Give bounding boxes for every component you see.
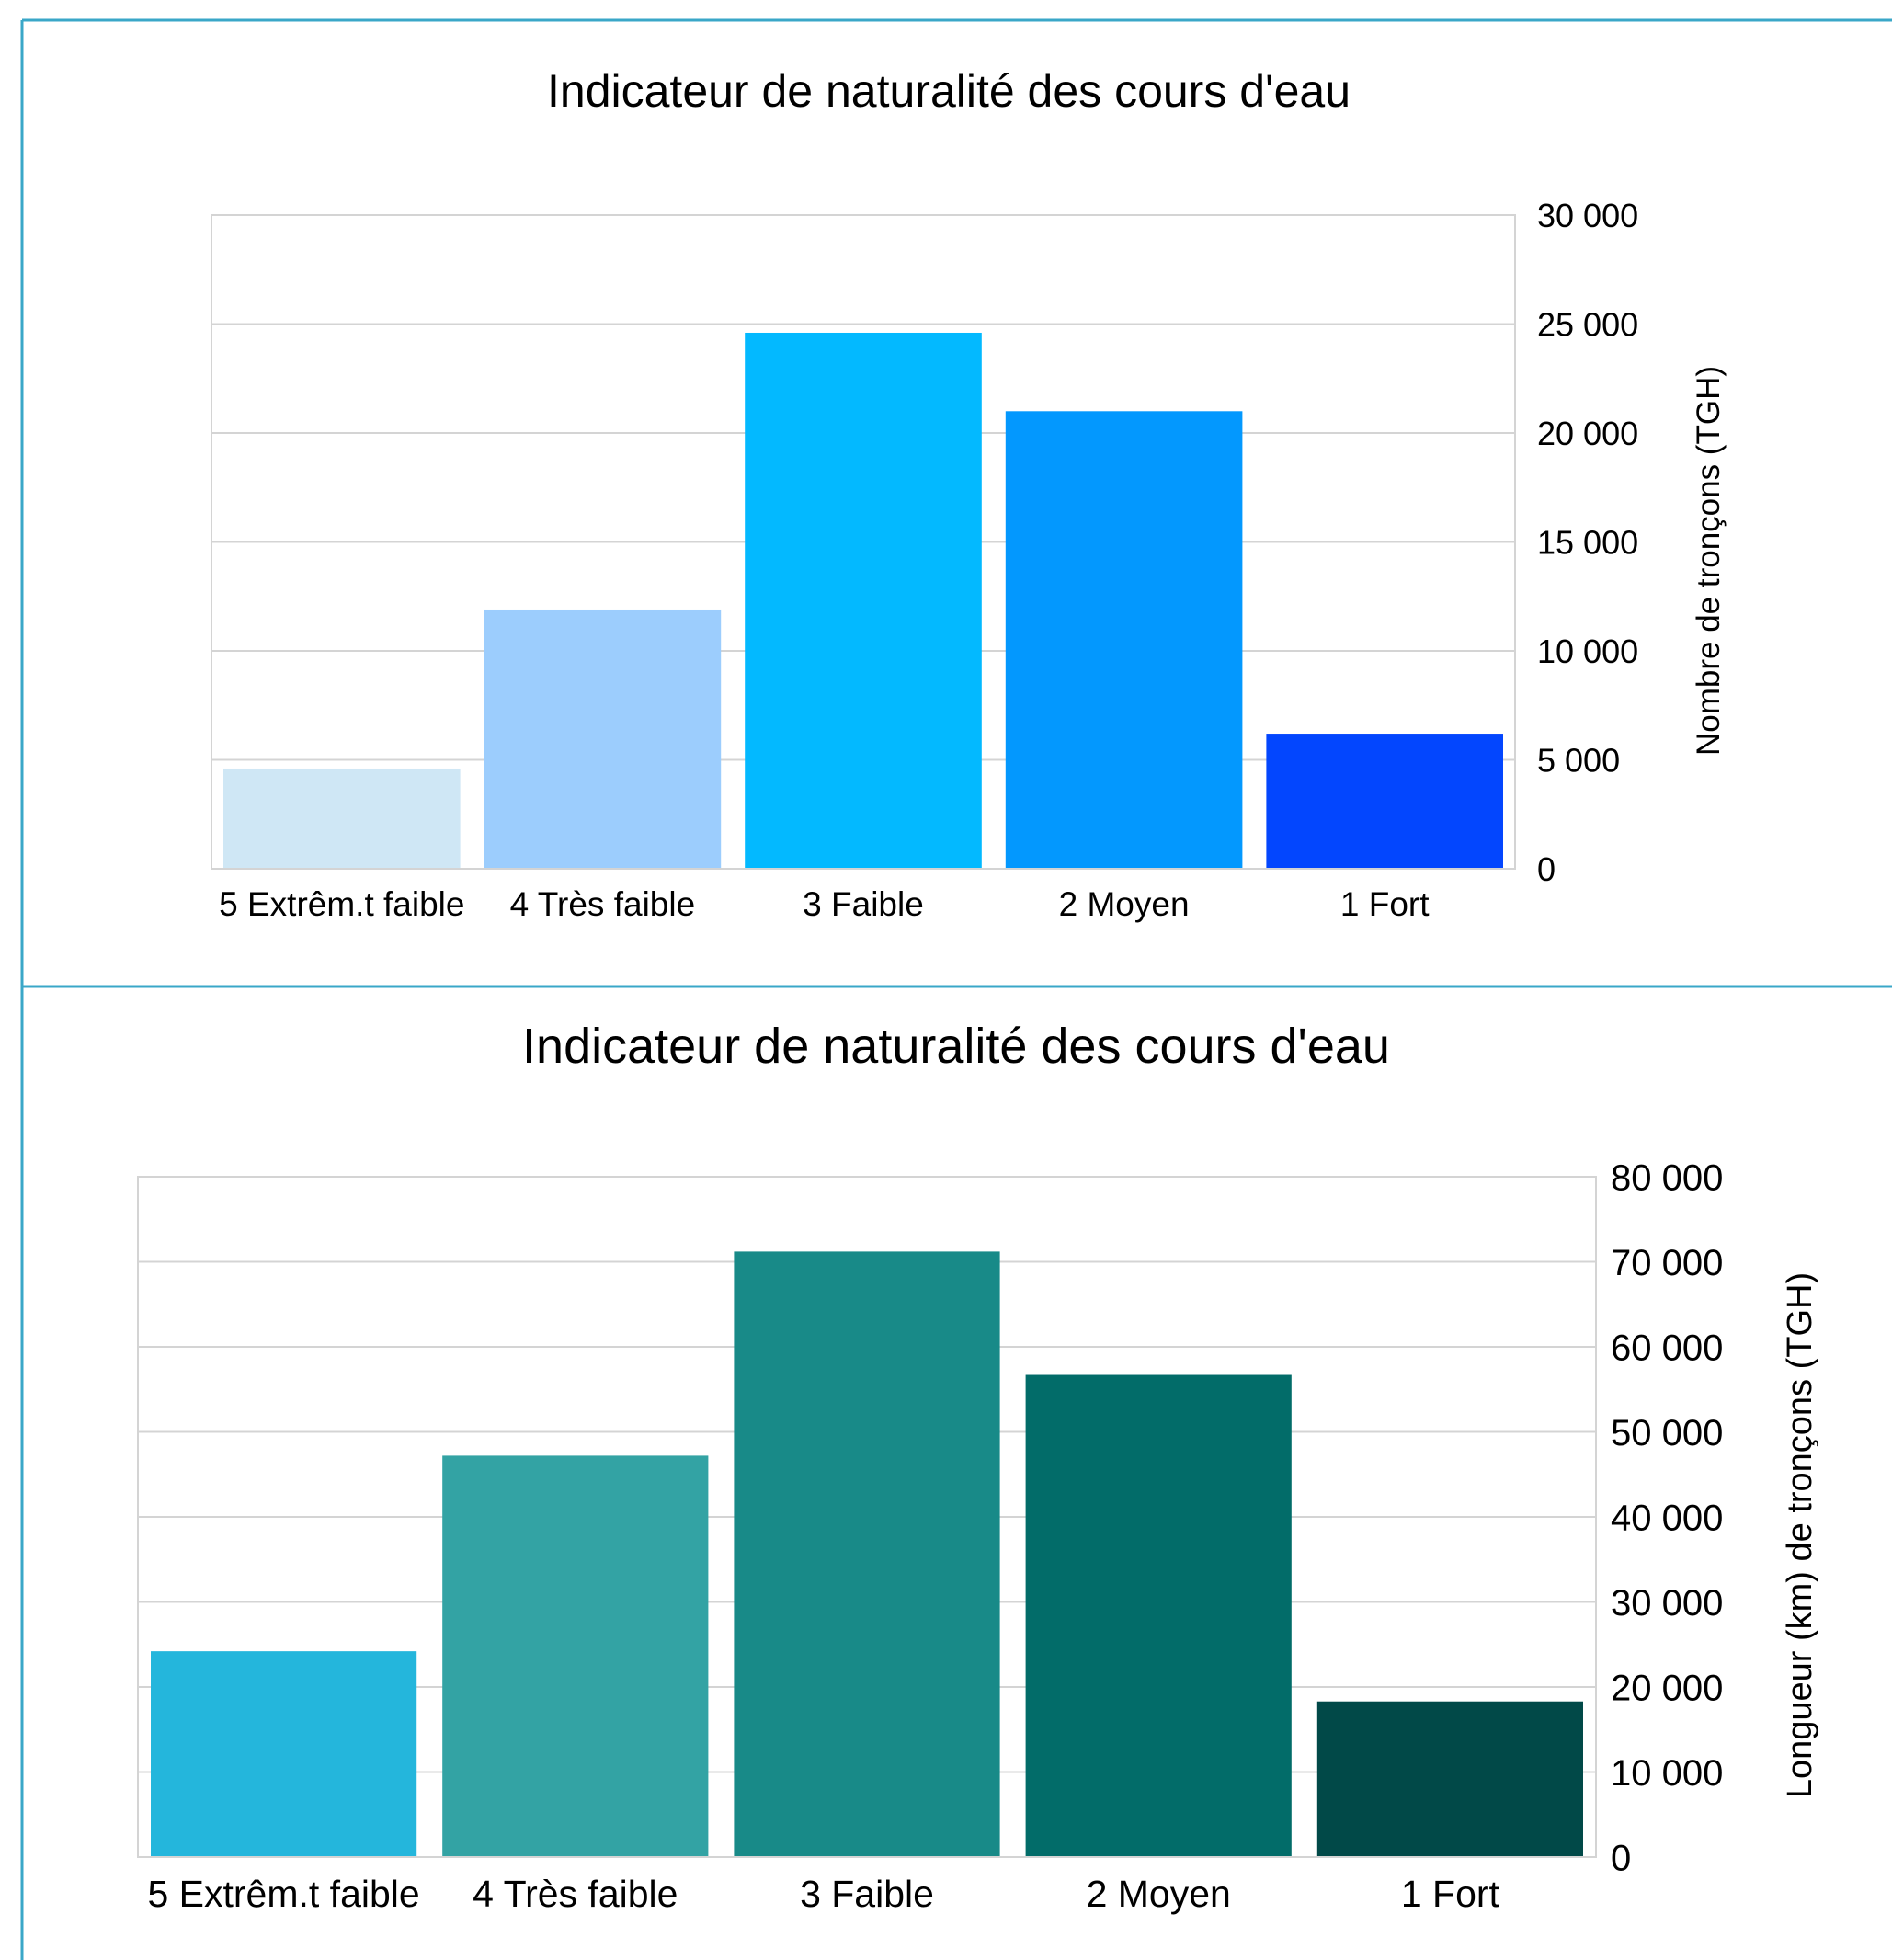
y-tick-label: 20 000 [1537, 415, 1638, 452]
y-tick-label: 0 [1537, 850, 1556, 888]
chart-title: Indicateur de naturalité des cours d'eau [547, 65, 1351, 117]
y-tick-label: 80 000 [1611, 1157, 1723, 1198]
y-tick-label: 10 000 [1537, 632, 1638, 670]
y-tick-labels: 0 5 000 10 000 15 000 20 000 25 000 30 000 [1537, 197, 1638, 888]
bar-1 [223, 768, 461, 869]
y-tick-label: 30 000 [1611, 1583, 1723, 1624]
x-tick-label: 2 Moyen [1059, 885, 1190, 923]
bar-4 [1005, 411, 1243, 869]
x-tick-label: 4 Très faible [473, 1873, 678, 1915]
x-tick-label: 5 Extrêm.t faible [147, 1873, 419, 1915]
y-tick-label: 20 000 [1611, 1668, 1723, 1708]
bar-3 [745, 332, 982, 870]
chart-title: Indicateur de naturalité des cours d'eau [522, 1019, 1390, 1074]
y-tick-label: 30 000 [1537, 197, 1638, 234]
bar-4 [1025, 1374, 1292, 1857]
bar-2 [484, 609, 722, 869]
x-tick-label: 2 Moyen [1087, 1873, 1231, 1915]
bar-1 [151, 1651, 417, 1857]
y-tick-label: 25 000 [1537, 305, 1638, 343]
x-tick-labels: 5 Extrêm.t faible 4 Très faible 3 Faible 2 … [147, 1873, 1499, 1915]
bar-5 [1316, 1701, 1583, 1857]
y-tick-label: 70 000 [1611, 1243, 1723, 1283]
x-tick-label: 1 Fort [1401, 1873, 1500, 1915]
bar-2 [442, 1455, 709, 1857]
chart-length-troncons: Indicateur de naturalité des cours d'eau… [137, 1019, 1819, 1915]
y-axis-label: Longueur (km) de tronçons (TGH) [1781, 1272, 1819, 1798]
bars [151, 1251, 1583, 1857]
y-tick-label: 60 000 [1611, 1328, 1723, 1368]
chart-count-troncons: Indicateur de naturalité des cours d'eau… [211, 65, 1727, 923]
bar-3 [734, 1251, 1000, 1857]
y-tick-labels: 0 10 000 20 000 30 000 40 000 50 000 60 000 70 … [1611, 1157, 1723, 1878]
plot-frame [137, 1176, 1597, 1858]
bar-5 [1266, 734, 1503, 869]
x-tick-label: 4 Très faible [510, 885, 696, 923]
x-tick-label: 5 Extrêm.t faible [219, 885, 464, 923]
y-axis-label: Nombre de tronçons (TGH) [1691, 366, 1727, 756]
bars [223, 332, 1503, 870]
x-tick-label: 3 Faible [800, 1873, 934, 1915]
x-tick-label: 1 Fort [1340, 885, 1430, 923]
x-tick-labels: 5 Extrêm.t faible 4 Très faible 3 Faible 2 … [219, 885, 1430, 923]
y-tick-label: 5 000 [1537, 741, 1620, 779]
plot-frame [211, 214, 1516, 870]
y-tick-label: 10 000 [1611, 1753, 1723, 1794]
x-tick-label: 3 Faible [803, 885, 924, 923]
y-tick-label: 0 [1611, 1838, 1631, 1878]
y-tick-label: 50 000 [1611, 1413, 1723, 1453]
y-tick-label: 40 000 [1611, 1498, 1723, 1538]
y-tick-label: 15 000 [1537, 523, 1638, 561]
